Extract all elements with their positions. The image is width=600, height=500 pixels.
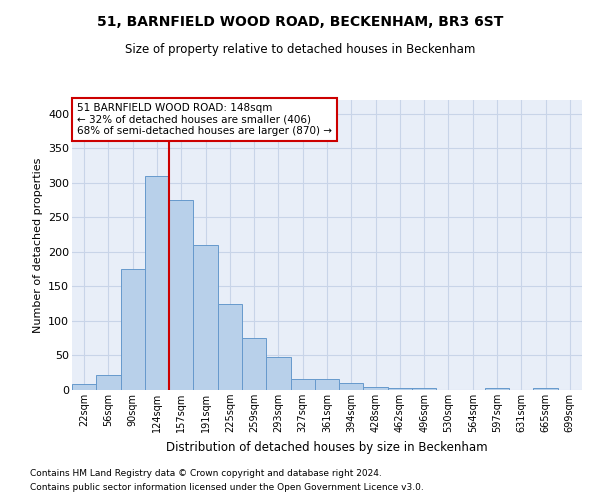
Bar [266,357,290,390]
Bar [364,386,388,390]
Text: Contains public sector information licensed under the Open Government Licence v3: Contains public sector information licen… [30,484,424,492]
Bar [339,383,364,390]
X-axis label: Distribution of detached houses by size in Beckenham: Distribution of detached houses by size … [166,440,488,454]
Bar [485,388,509,390]
Bar [242,338,266,390]
Y-axis label: Number of detached properties: Number of detached properties [32,158,43,332]
Bar [218,304,242,390]
Bar [169,200,193,390]
Text: Size of property relative to detached houses in Beckenham: Size of property relative to detached ho… [125,42,475,56]
Text: 51, BARNFIELD WOOD ROAD, BECKENHAM, BR3 6ST: 51, BARNFIELD WOOD ROAD, BECKENHAM, BR3 … [97,15,503,29]
Bar [533,388,558,390]
Bar [290,379,315,390]
Bar [72,384,96,390]
Bar [121,269,145,390]
Bar [315,379,339,390]
Bar [193,245,218,390]
Bar [145,176,169,390]
Bar [388,388,412,390]
Bar [412,388,436,390]
Text: 51 BARNFIELD WOOD ROAD: 148sqm
← 32% of detached houses are smaller (406)
68% of: 51 BARNFIELD WOOD ROAD: 148sqm ← 32% of … [77,103,332,136]
Bar [96,375,121,390]
Text: Contains HM Land Registry data © Crown copyright and database right 2024.: Contains HM Land Registry data © Crown c… [30,468,382,477]
